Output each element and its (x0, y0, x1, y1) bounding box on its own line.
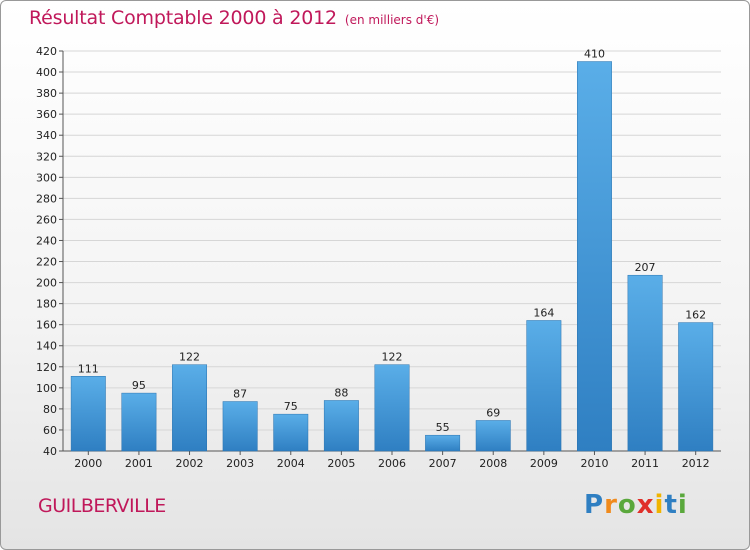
x-tick-label-2011: 2011 (631, 457, 659, 470)
data-label-2001: 95 (132, 379, 146, 392)
x-tick-label-2005: 2005 (327, 457, 355, 470)
bar-2005 (323, 400, 359, 452)
x-tick-label-2006: 2006 (378, 457, 406, 470)
bar-2002 (172, 364, 207, 452)
bar-2003 (222, 401, 258, 452)
x-tick-label-2010: 2010 (580, 457, 608, 470)
x-tick-label-2000: 2000 (74, 457, 102, 470)
logo-letter: r (604, 490, 618, 520)
y-tick-label: 100 (36, 382, 57, 395)
data-label-2003: 87 (233, 388, 247, 401)
bars (70, 61, 714, 452)
y-tick-label: 40 (43, 445, 57, 458)
bar-2010 (577, 61, 612, 452)
x-tick-label-2002: 2002 (176, 457, 204, 470)
data-label-2010: 410 (584, 48, 605, 61)
bar-2006 (374, 364, 410, 452)
data-label-2006: 122 (382, 351, 403, 364)
data-label-2011: 207 (635, 261, 656, 274)
y-tick-label: 360 (36, 108, 57, 121)
data-label-2008: 69 (486, 406, 500, 419)
y-tick-label: 120 (36, 361, 57, 374)
y-tick-label: 340 (36, 129, 57, 142)
bar-2004 (273, 413, 309, 452)
y-tick-label: 60 (43, 424, 57, 437)
proxiti-logo: Proxiti (584, 490, 688, 520)
y-tick-label: 140 (36, 340, 57, 353)
y-tick-label: 400 (36, 66, 57, 79)
data-label-2009: 164 (533, 306, 554, 319)
x-tick-label-2003: 2003 (226, 457, 254, 470)
data-label-2005: 88 (334, 386, 348, 399)
logo-letter: o (617, 490, 637, 520)
bar-2011 (627, 274, 663, 452)
bar-2008 (475, 420, 511, 452)
y-tick-label: 320 (36, 150, 57, 163)
logo-letter: i (654, 490, 665, 520)
y-tick-label: 240 (36, 234, 57, 247)
data-label-2007: 55 (436, 421, 450, 434)
x-tick-label-2007: 2007 (429, 457, 457, 470)
bar-2012 (678, 322, 714, 452)
chart-title: Résultat Comptable 2000 à 2012 (29, 7, 337, 29)
bar-2009 (526, 320, 562, 452)
y-tick-label: 280 (36, 192, 57, 205)
chart-unit-note: (en milliers d'€) (344, 13, 440, 27)
y-tick-label: 300 (36, 171, 57, 184)
data-label-2002: 122 (179, 351, 200, 364)
y-tick-label: 180 (36, 298, 57, 311)
data-label-2000: 111 (78, 362, 99, 375)
y-tick-label: 420 (36, 45, 57, 58)
x-tick-label-2009: 2009 (530, 457, 558, 470)
y-tick-label: 220 (36, 256, 57, 269)
y-tick-label: 160 (36, 319, 57, 332)
logo-letter: t (664, 490, 678, 520)
bar-2007 (425, 434, 461, 452)
chart-title-block: Résultat Comptable 2000 à 2012 (en millie… (29, 7, 439, 29)
y-tick-label: 200 (36, 277, 57, 290)
y-tick-label: 80 (43, 403, 57, 416)
x-tick-label-2012: 2012 (682, 457, 710, 470)
y-tick-label: 380 (36, 87, 57, 100)
bar-2000 (70, 376, 106, 452)
logo-letter: x (636, 490, 655, 520)
labels: 40 60 80 100 120 140 160 180 200 220 240 260 280 300 3… (36, 45, 710, 470)
bar-2001 (121, 392, 157, 452)
data-label-2012: 162 (685, 309, 706, 322)
logo-letter: i (677, 490, 688, 520)
x-tick-label-2001: 2001 (125, 457, 153, 470)
x-tick-label-2008: 2008 (479, 457, 507, 470)
data-label-2004: 75 (284, 400, 298, 413)
commune-name: GUILBERVILLE (38, 495, 166, 517)
y-tick-label: 260 (36, 213, 57, 226)
x-tick-label-2004: 2004 (277, 457, 305, 470)
logo-letter: P (584, 490, 605, 520)
